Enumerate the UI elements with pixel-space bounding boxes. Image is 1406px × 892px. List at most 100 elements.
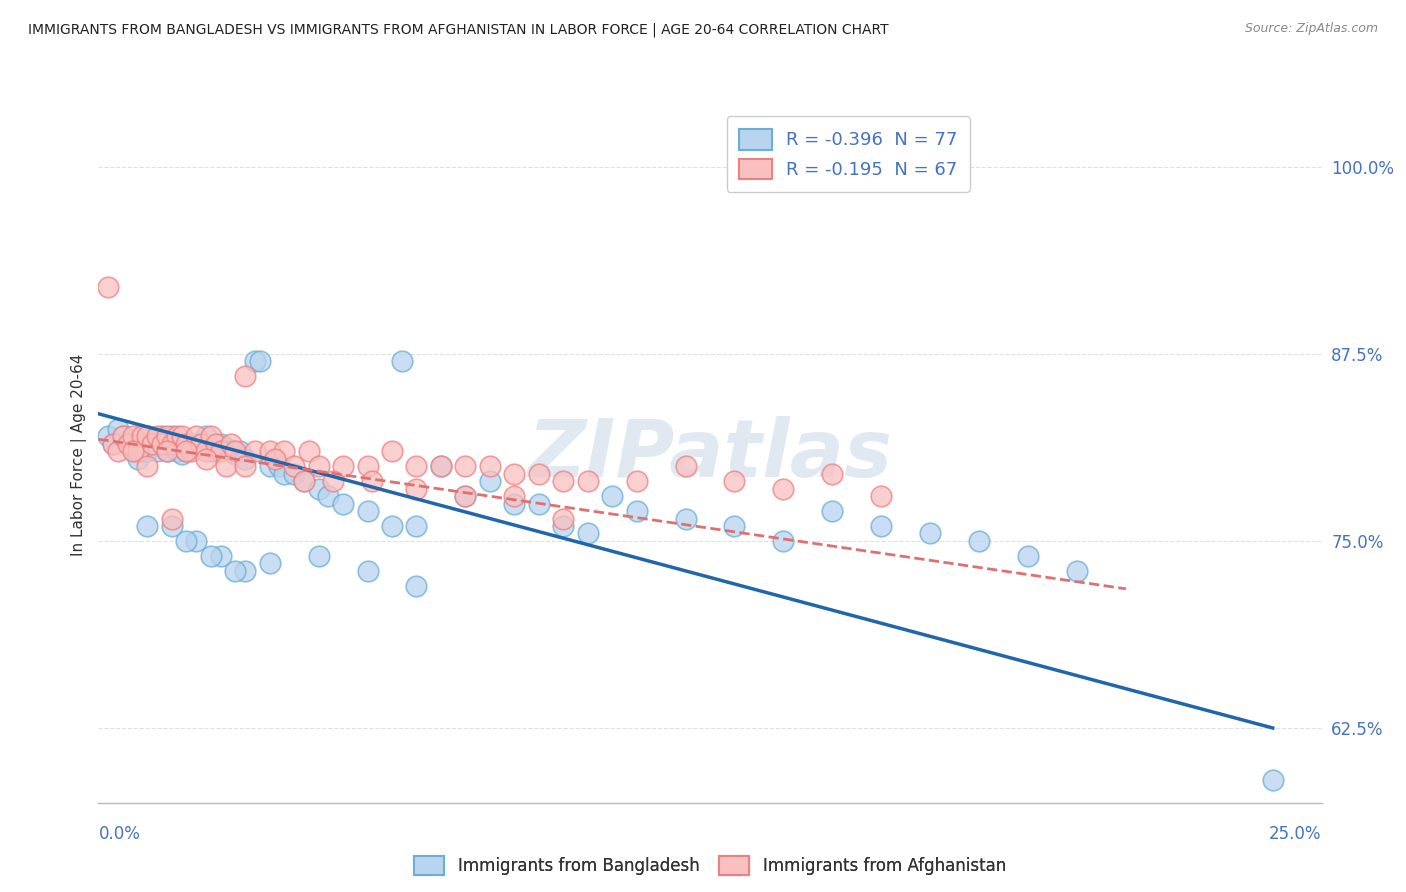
Point [150, 429, 173, 443]
Point [233, 564, 256, 578]
Point [292, 474, 315, 488]
Point [166, 436, 188, 450]
Point [233, 451, 256, 466]
Point [723, 474, 745, 488]
Point [101, 436, 124, 450]
Point [131, 444, 153, 458]
Point [150, 436, 173, 450]
Point [170, 429, 193, 443]
Point [219, 436, 242, 450]
Point [723, 519, 745, 533]
Point [772, 533, 794, 548]
Point [318, 489, 340, 503]
Point [150, 436, 173, 450]
Point [600, 489, 623, 503]
Point [273, 467, 295, 481]
Point [259, 459, 281, 474]
Point [176, 436, 198, 450]
Point [430, 459, 453, 474]
Point [308, 482, 330, 496]
Point [166, 444, 188, 458]
Point [553, 511, 575, 525]
Point [136, 459, 159, 474]
Point [454, 489, 477, 503]
Point [141, 436, 163, 450]
Point [259, 444, 281, 458]
Point [576, 474, 599, 488]
Point [405, 482, 427, 496]
Point [195, 451, 218, 466]
Point [322, 474, 344, 488]
Point [224, 564, 246, 578]
Point [200, 429, 222, 443]
Point [180, 444, 202, 458]
Point [243, 444, 266, 458]
Point [141, 436, 163, 450]
Point [219, 444, 242, 458]
Point [243, 354, 266, 368]
Point [503, 489, 526, 503]
Point [478, 474, 501, 488]
Point [200, 444, 222, 458]
Point [1066, 818, 1088, 832]
Point [176, 444, 198, 458]
Point [131, 429, 153, 443]
Point [553, 519, 575, 533]
Point [160, 436, 183, 450]
Point [229, 444, 252, 458]
Point [107, 422, 129, 436]
Y-axis label: In Labor Force | Age 20-64: In Labor Force | Age 20-64 [72, 354, 87, 556]
Point [870, 489, 893, 503]
Point [283, 459, 305, 474]
Point [146, 429, 169, 443]
Point [121, 444, 143, 458]
Text: IMMIGRANTS FROM BANGLADESH VS IMMIGRANTS FROM AFGHANISTAN IN LABOR FORCE | AGE 2: IMMIGRANTS FROM BANGLADESH VS IMMIGRANTS… [28, 22, 889, 37]
Point [454, 459, 477, 474]
Point [772, 482, 794, 496]
Point [195, 429, 218, 443]
Point [361, 474, 384, 488]
Point [170, 447, 193, 461]
Text: ZIPatlas: ZIPatlas [527, 416, 893, 494]
Point [121, 429, 143, 443]
Point [127, 444, 149, 458]
Point [111, 429, 134, 443]
Point [503, 497, 526, 511]
Point [136, 429, 159, 443]
Text: 25.0%: 25.0% [1270, 825, 1322, 843]
Point [478, 459, 501, 474]
Point [269, 459, 291, 474]
Point [233, 459, 256, 474]
Point [283, 467, 305, 481]
Point [405, 459, 427, 474]
Point [405, 519, 427, 533]
Point [332, 497, 354, 511]
Text: 0.0%: 0.0% [98, 825, 141, 843]
Point [430, 459, 453, 474]
Point [166, 429, 188, 443]
Point [332, 459, 354, 474]
Point [176, 533, 198, 548]
Point [263, 451, 285, 466]
Point [117, 436, 139, 450]
Point [146, 444, 169, 458]
Point [1017, 549, 1039, 563]
Point [195, 444, 218, 458]
Point [209, 549, 232, 563]
Point [626, 474, 648, 488]
Point [209, 444, 232, 458]
Point [454, 489, 477, 503]
Point [136, 519, 159, 533]
Point [176, 444, 198, 458]
Point [292, 474, 315, 488]
Point [298, 444, 321, 458]
Point [101, 436, 124, 450]
Point [160, 511, 183, 525]
Point [356, 504, 378, 518]
Point [626, 504, 648, 518]
Point [186, 436, 208, 450]
Point [503, 467, 526, 481]
Point [381, 444, 404, 458]
Point [205, 444, 228, 458]
Point [186, 533, 208, 548]
